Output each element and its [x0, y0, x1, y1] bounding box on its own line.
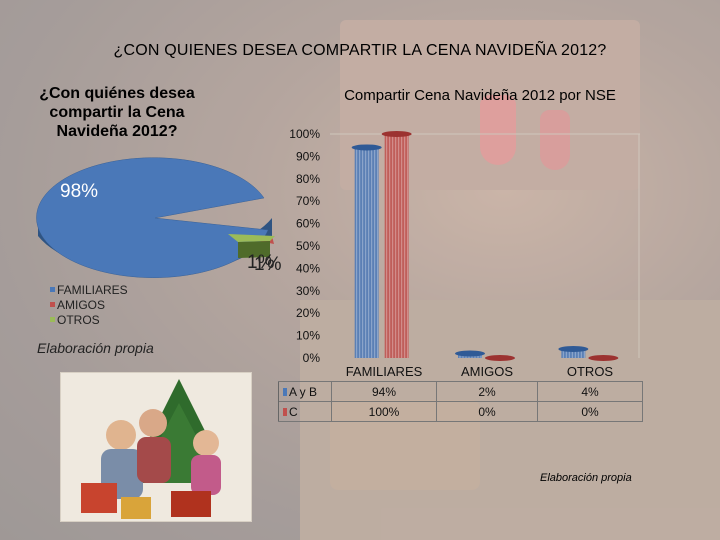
y-tick-label: 20% — [296, 306, 320, 320]
y-tick-label: 30% — [296, 284, 320, 298]
table-cell: 0% — [436, 401, 538, 422]
legend-label: OTROS — [57, 312, 100, 327]
pie-label-amigos: 1% — [247, 252, 275, 273]
table-cell: 4% — [537, 381, 643, 402]
bar-top — [485, 355, 515, 361]
bar — [561, 349, 586, 358]
table-cell: 100% — [331, 401, 437, 422]
bar-source-note: Elaboración propia — [540, 472, 632, 484]
legend-item: AMIGOS — [50, 297, 128, 312]
pie-label-familiares: 98% — [60, 181, 98, 202]
table-header-cell: OTROS — [566, 363, 614, 379]
pie-label-otros: 1% — [254, 254, 282, 275]
pie-slice-familiares — [36, 157, 269, 278]
bar-group — [381, 131, 412, 358]
bar-data-table: FAMILIARES AMIGOS OTROS A y B 94% 2% 4% … — [278, 361, 643, 422]
legend-item: FAMILIARES — [50, 282, 128, 297]
legend-swatch — [50, 317, 55, 322]
legend-item: OTROS — [50, 312, 128, 327]
pie-chart: 98% 1% 1% — [36, 157, 282, 278]
series-key — [283, 388, 287, 397]
bar-chart-title: Compartir Cena Navideña 2012 por NSE — [344, 87, 616, 104]
bar-top — [381, 131, 412, 137]
bar-group — [485, 355, 515, 361]
bar — [384, 134, 409, 358]
y-tick-label: 50% — [296, 239, 320, 253]
bar-group — [455, 350, 485, 358]
series-name: C — [289, 404, 298, 419]
legend-swatch — [50, 287, 55, 292]
table-cell: 94% — [331, 381, 437, 402]
bar-chart: 0% 10% 20% 30% 40% 50% 60% 70% 80% 90% 100% — [289, 127, 640, 365]
bar-top — [558, 346, 589, 353]
table-cell: 2% — [436, 381, 538, 402]
legend-label: AMIGOS — [57, 297, 106, 312]
bar — [354, 147, 379, 358]
bar-group — [558, 346, 589, 358]
legend-swatch — [50, 302, 55, 307]
bar-group — [588, 355, 619, 361]
series-key — [283, 408, 287, 417]
table-corner — [279, 361, 332, 382]
y-tick-label: 100% — [289, 127, 320, 141]
table-cell: 0% — [537, 401, 643, 422]
table-row: A y B 94% 2% 4% — [278, 381, 643, 402]
table-row: C 100% 0% 0% — [278, 401, 643, 422]
bar-top — [455, 350, 485, 357]
y-tick-label: 60% — [296, 217, 320, 231]
slide-title: ¿CON QUIENES DESEA COMPARTIR LA CENA NAV… — [113, 42, 607, 59]
table-header-row: FAMILIARES AMIGOS OTROS — [279, 361, 643, 382]
bar-group — [351, 144, 382, 358]
y-tick-label: 70% — [296, 194, 320, 208]
legend-label: FAMILIARES — [57, 282, 128, 297]
table-header-cell: FAMILIARES — [345, 363, 423, 379]
table-header-cell: AMIGOS — [460, 363, 513, 379]
family-photo — [60, 372, 252, 522]
pie-slice-otros-side — [238, 241, 270, 258]
pie-legend: FAMILIARES AMIGOS OTROS — [50, 282, 128, 327]
y-tick-label: 10% — [296, 329, 320, 343]
table-row-label: C — [278, 401, 332, 422]
y-tick-label: 80% — [296, 172, 320, 186]
pie-chart-title: ¿Con quiénes desea compartir la Cena Nav… — [39, 85, 195, 140]
y-tick-label: 40% — [296, 261, 320, 275]
bar-top — [351, 144, 382, 151]
pie-slice-otros — [228, 234, 275, 242]
table-row-label: A y B — [278, 381, 332, 402]
y-tick-label: 0% — [303, 351, 321, 365]
bar-top — [588, 355, 619, 361]
series-name: A y B — [289, 384, 318, 399]
family-illustration — [61, 373, 251, 521]
y-tick-label: 90% — [296, 149, 320, 163]
pie-source-note: Elaboración propia — [37, 340, 154, 356]
